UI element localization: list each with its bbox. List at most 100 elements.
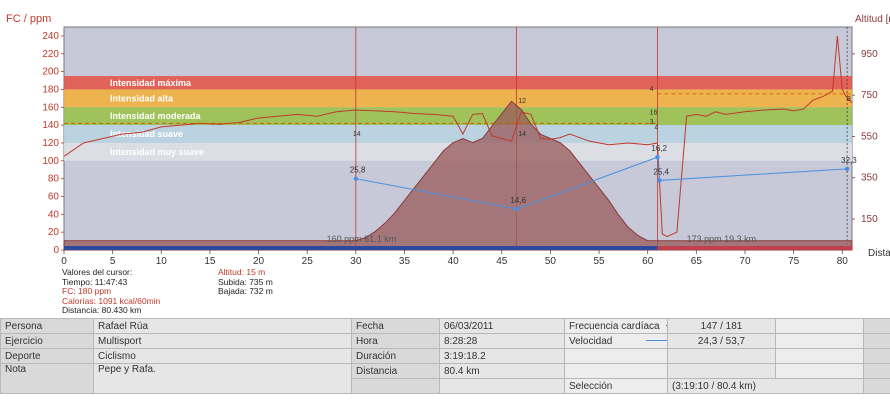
y2-tick-label: 750 [861, 90, 878, 101]
x-tick-label: 65 [691, 256, 703, 267]
x-tick-label: 40 [448, 256, 460, 267]
lap-label: 160 ppm 61.1 km [327, 234, 397, 244]
empty-cell [863, 378, 890, 394]
zone-label: Intensidad alta [110, 93, 174, 103]
y2-tick-label: 150 [861, 214, 878, 225]
cursor-values-panel: Valores del cursor: Tiempo: 11:47:43 FC:… [62, 267, 161, 316]
exercise-value[interactable]: Multisport [93, 333, 352, 349]
table-row: Nota Pepe y Rafa. Distancia 80.4 km [0, 363, 890, 394]
y2-axis-title: Altitud [m] [855, 14, 890, 25]
cursor-ascent: Subida: 735 m [218, 276, 273, 287]
speed-value: 24,3 / 53,7 [667, 333, 776, 349]
cursor-descent: Bajada: 732 m [218, 286, 273, 297]
speed-point-label: 16,2 [651, 144, 667, 153]
x-tick-label: 5 [110, 256, 116, 267]
empty-cell [863, 348, 890, 364]
y-tick-label: 40 [48, 209, 60, 220]
zone-band [64, 89, 852, 108]
heart-rate-value: 147 / 181 [667, 318, 776, 334]
note-value[interactable]: Pepe y Rafa. [93, 363, 352, 394]
cursor-distance: Distancia: 80.430 km [62, 305, 142, 316]
y-tick-label: 100 [42, 156, 59, 167]
speed-legend: Velocidad [564, 333, 668, 349]
x-tick-label: 35 [399, 256, 411, 267]
x-tick-label: 60 [642, 256, 654, 267]
marker-value: 4 [650, 86, 654, 93]
marker-value: 12 [518, 98, 526, 105]
cursor-heart-rate: FC: 180 ppm [62, 286, 112, 297]
empty-cell [439, 378, 565, 394]
distance-label: Distancia [351, 363, 440, 379]
zone-label: Intensidad muy suave [110, 147, 204, 157]
y-tick-label: 180 [42, 84, 59, 95]
marker-value: 3 [650, 119, 654, 126]
heart-rate-legend-line [665, 325, 667, 327]
heart-rate-label: Frecuencia cardíaca [569, 320, 660, 332]
empty-cell [775, 318, 864, 334]
x-axis-title: Distancia [km] [868, 248, 890, 259]
table-row: Ejercicio Multisport Hora 8:28:28 Veloci… [0, 333, 890, 349]
speed-point-label: 14,6 [510, 196, 526, 205]
zone-label: Intensidad moderada [110, 111, 202, 121]
altitude-values-panel: Altitud: 15 m Subida: 735 m Bajada: 732 … [218, 267, 273, 297]
speed-point [514, 206, 519, 212]
x-tick-label: 80 [837, 256, 849, 267]
heart-rate-line [63, 35, 853, 238]
marker-value: 4 [654, 125, 658, 132]
zone-band [64, 107, 852, 126]
y2-tick-label: 350 [861, 173, 878, 184]
cursor-calories: Calorías: 1091 kcal/60min [62, 295, 161, 306]
x-tick-label: 10 [156, 256, 168, 267]
selection-value: (3:19:10 / 80.4 km) [667, 378, 864, 394]
person-value[interactable]: Rafael Rúa [93, 318, 352, 334]
y-tick-label: 240 [42, 31, 59, 42]
y-tick-label: 200 [42, 67, 59, 78]
heart-rate-altitude-chart[interactable]: Intensidad máxima Intensidad alta Intensid… [0, 0, 890, 318]
cursor-time: Tiempo: 11:47:43 [62, 276, 128, 287]
marker-value: 14 [353, 131, 361, 138]
marker-value: 8 [847, 96, 851, 103]
x-tick-label: 75 [788, 256, 800, 267]
y-tick-label: 160 [42, 102, 59, 113]
speed-point [353, 176, 359, 181]
hour-label: Hora [351, 333, 440, 349]
empty-cell [863, 318, 890, 334]
x-tick-label: 70 [739, 256, 751, 267]
table-row: Deporte Ciclismo Duración 3:19:18.2 [0, 348, 890, 364]
speed-point [655, 155, 660, 160]
speed-point-label: 25,4 [653, 167, 669, 176]
empty-cell [667, 348, 776, 364]
speed-point [844, 166, 850, 172]
empty-cell [564, 348, 668, 364]
speed-point-label: 25,8 [350, 166, 366, 175]
date-value[interactable]: 06/03/2011 [439, 318, 565, 334]
sport-value[interactable]: Ciclismo [93, 348, 352, 364]
empty-cell [863, 333, 890, 349]
speed-point-label: 32,3 [841, 156, 857, 165]
empty-cell [667, 363, 776, 379]
empty-cell [775, 333, 864, 349]
y2-tick-label: 950 [861, 49, 878, 60]
person-label: Persona [0, 318, 94, 334]
y-tick-label: 140 [42, 120, 59, 131]
zone-label: Intensidad máxima [110, 78, 192, 88]
empty-cell [351, 378, 440, 394]
x-tick-label: 50 [545, 256, 557, 267]
y-tick-label: 80 [48, 174, 60, 185]
zone-band [64, 76, 852, 90]
x-tick-label: 55 [593, 256, 605, 267]
x-tick-label: 30 [350, 256, 362, 267]
marker-value: 14 [518, 131, 526, 138]
hour-value[interactable]: 8:28:28 [439, 333, 565, 349]
x-tick-label: 0 [61, 256, 67, 267]
sport-label: Deporte [0, 348, 94, 364]
empty-cell [775, 348, 864, 364]
lap-label: 173 ppm 19.3 km [687, 234, 757, 244]
duration-value: 3:19:18.2 [439, 348, 565, 364]
y-axis-title: FC / ppm [6, 13, 51, 25]
x-tick-label: 45 [496, 256, 508, 267]
y-tick-label: 220 [42, 49, 59, 60]
empty-cell [863, 363, 890, 379]
altitude-area [63, 100, 853, 251]
heart-rate-legend: Frecuencia cardíaca [564, 318, 668, 334]
